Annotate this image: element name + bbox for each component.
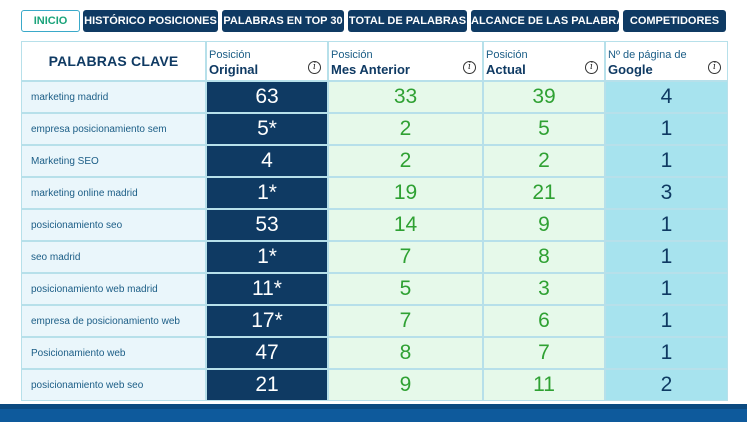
previous-position-cell: 9 bbox=[329, 370, 482, 400]
google-page-cell: 1 bbox=[606, 338, 727, 368]
current-position-cell: 39 bbox=[484, 82, 604, 112]
current-position-cell: 7 bbox=[484, 338, 604, 368]
previous-position-cell: 2 bbox=[329, 114, 482, 144]
original-position-cell: 4 bbox=[207, 146, 327, 176]
google-page-cell: 1 bbox=[606, 146, 727, 176]
previous-position-cell: 7 bbox=[329, 242, 482, 272]
google-page-cell: 3 bbox=[606, 178, 727, 208]
header-keywords: PALABRAS CLAVE bbox=[22, 42, 205, 80]
header-previous-small: Posición bbox=[331, 49, 373, 61]
keyword-cell: posicionamiento seo bbox=[22, 210, 205, 240]
original-position-cell: 1* bbox=[207, 178, 327, 208]
google-page-cell: 4 bbox=[606, 82, 727, 112]
keyword-cell: posicionamiento web madrid bbox=[22, 274, 205, 304]
info-icon[interactable]: i bbox=[708, 61, 721, 74]
previous-position-cell: 7 bbox=[329, 306, 482, 336]
google-page-cell: 1 bbox=[606, 306, 727, 336]
keyword-cell: empresa posicionamiento sem bbox=[22, 114, 205, 144]
tab-alcance-palabras[interactable]: ALCANCE DE LAS PALABRAS bbox=[471, 10, 632, 32]
header-page-small: Nº de página de bbox=[608, 49, 687, 61]
keyword-cell: Posicionamiento web bbox=[22, 338, 205, 368]
current-position-cell: 8 bbox=[484, 242, 604, 272]
keyword-cell: marketing madrid bbox=[22, 82, 205, 112]
original-position-cell: 53 bbox=[207, 210, 327, 240]
previous-position-cell: 19 bbox=[329, 178, 482, 208]
original-position-cell: 5* bbox=[207, 114, 327, 144]
google-page-cell: 2 bbox=[606, 370, 727, 400]
keyword-cell: seo madrid bbox=[22, 242, 205, 272]
keyword-cell: posicionamiento web seo bbox=[22, 370, 205, 400]
current-position-cell: 6 bbox=[484, 306, 604, 336]
info-icon[interactable]: i bbox=[585, 61, 598, 74]
current-position-cell: 2 bbox=[484, 146, 604, 176]
header-original-small: Posición bbox=[209, 49, 251, 61]
current-position-cell: 9 bbox=[484, 210, 604, 240]
google-page-cell: 1 bbox=[606, 114, 727, 144]
tab-total-palabras[interactable]: TOTAL DE PALABRAS bbox=[348, 10, 467, 32]
current-position-cell: 5 bbox=[484, 114, 604, 144]
original-position-cell: 47 bbox=[207, 338, 327, 368]
google-page-cell: 1 bbox=[606, 274, 727, 304]
header-original-big: Original bbox=[209, 62, 259, 77]
tab-bar: INICIO HISTÓRICO POSICIONES PALABRAS EN … bbox=[0, 0, 747, 40]
header-current-big: Actual bbox=[486, 62, 526, 77]
original-position-cell: 17* bbox=[207, 306, 327, 336]
footer-stripe bbox=[0, 404, 747, 409]
footer-bar bbox=[0, 404, 747, 422]
previous-position-cell: 14 bbox=[329, 210, 482, 240]
keywords-table: PALABRAS CLAVE Posición Original i Posic… bbox=[21, 41, 728, 401]
tab-inicio[interactable]: INICIO bbox=[21, 10, 80, 32]
google-page-cell: 1 bbox=[606, 242, 727, 272]
header-previous: Posición Mes Anterior i bbox=[329, 42, 482, 80]
header-previous-big: Mes Anterior bbox=[331, 62, 410, 77]
header-original: Posición Original i bbox=[207, 42, 327, 80]
current-position-cell: 3 bbox=[484, 274, 604, 304]
keyword-cell: marketing online madrid bbox=[22, 178, 205, 208]
original-position-cell: 1* bbox=[207, 242, 327, 272]
tab-competidores[interactable]: COMPETIDORES bbox=[623, 10, 726, 32]
current-position-cell: 21 bbox=[484, 178, 604, 208]
google-page-cell: 1 bbox=[606, 210, 727, 240]
header-page-big: Google bbox=[608, 62, 653, 77]
original-position-cell: 21 bbox=[207, 370, 327, 400]
previous-position-cell: 8 bbox=[329, 338, 482, 368]
tab-palabras-top-30[interactable]: PALABRAS EN TOP 30 bbox=[222, 10, 344, 32]
original-position-cell: 11* bbox=[207, 274, 327, 304]
previous-position-cell: 33 bbox=[329, 82, 482, 112]
keyword-cell: Marketing SEO bbox=[22, 146, 205, 176]
previous-position-cell: 2 bbox=[329, 146, 482, 176]
previous-position-cell: 5 bbox=[329, 274, 482, 304]
info-icon[interactable]: i bbox=[463, 61, 476, 74]
original-position-cell: 63 bbox=[207, 82, 327, 112]
header-page: Nº de página de Google i bbox=[606, 42, 727, 80]
tab-historico-posiciones[interactable]: HISTÓRICO POSICIONES bbox=[83, 10, 218, 32]
info-icon[interactable]: i bbox=[308, 61, 321, 74]
header-current-small: Posición bbox=[486, 49, 528, 61]
current-position-cell: 11 bbox=[484, 370, 604, 400]
header-current: Posición Actual i bbox=[484, 42, 604, 80]
keyword-cell: empresa de posicionamiento web bbox=[22, 306, 205, 336]
